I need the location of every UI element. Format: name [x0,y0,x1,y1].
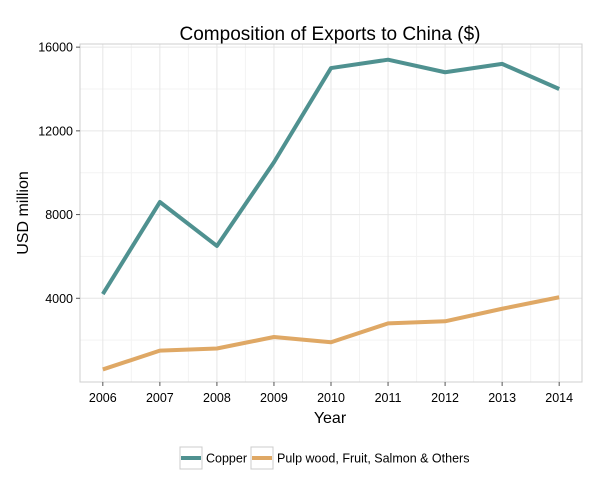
x-tick-label: 2011 [375,391,402,405]
legend-label-2: Pulp wood, Fruit, Salmon & Others [277,452,469,466]
legend-label-1: Copper [206,452,247,466]
y-tick-label: 8000 [45,208,73,222]
series-lines [101,57,560,372]
legend: Copper Pulp wood, Fruit, Salmon & Others [179,446,469,470]
series-line-1 [101,57,560,296]
chart-title: Composition of Exports to China ($) [180,24,481,45]
x-tick-label: 2008 [203,391,231,405]
x-axis-title: Year [314,410,347,427]
x-tick-label: 2014 [545,391,573,405]
x-tick-label: 2010 [317,391,345,405]
x-tick-label: 2009 [260,391,288,405]
x-tick-label: 2013 [488,391,516,405]
x-tick-label: 2007 [146,391,174,405]
y-axis-title: USD million [15,171,32,255]
series-line-2 [102,295,560,372]
grid [80,44,582,382]
y-tick-label: 16000 [38,41,73,55]
axis-ticks: 4000 8000 12000 16000 2006 2007 2008 2009 2010 20… [38,41,573,405]
x-tick-label: 2006 [89,391,117,405]
y-tick-label: 12000 [38,124,73,138]
x-tick-label: 2012 [431,391,459,405]
y-tick-label: 4000 [45,292,73,306]
